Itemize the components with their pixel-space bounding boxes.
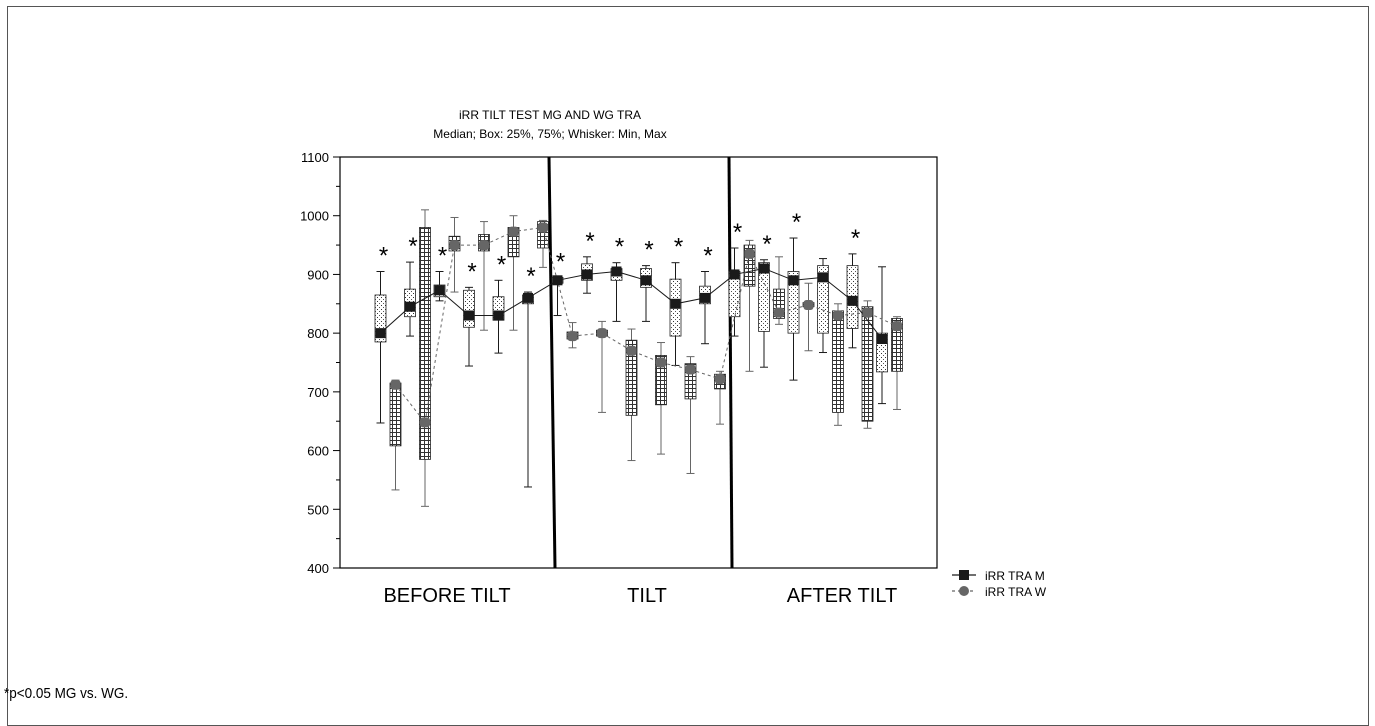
box-w-15 xyxy=(832,310,844,413)
median-marker-m-12 xyxy=(729,269,740,280)
y-axis: 400 500 600 700 800 900 1000 1100 xyxy=(300,150,340,576)
median-marker-w-15 xyxy=(833,310,843,321)
box-m-0 xyxy=(374,294,387,343)
box-w-10 xyxy=(684,363,697,400)
section-label-after-tilt: AFTER TILT xyxy=(787,585,897,607)
significance-star-4: * xyxy=(497,251,506,278)
footnote: *p<0.05 MG vs. WG. xyxy=(4,685,129,702)
box-w-9 xyxy=(655,355,667,406)
divider-before-tilt xyxy=(547,156,557,569)
median-marker-w-12 xyxy=(744,248,755,259)
median-marker-m-14 xyxy=(788,275,799,286)
box-m-3 xyxy=(463,289,475,328)
y-tick-label-1000: 1000 xyxy=(300,209,329,224)
median-marker-m-8 xyxy=(611,266,622,277)
median-marker-m-2 xyxy=(434,285,445,296)
significance-markers-layer: * * * * * * * * * * * * * * * * xyxy=(379,209,860,290)
box-w-5 xyxy=(537,221,549,249)
legend-label-w: iRR TRA W xyxy=(985,585,1047,599)
significance-star-8: * xyxy=(615,234,624,261)
median-marker-m-11 xyxy=(700,292,710,303)
y-tick-label-900: 900 xyxy=(307,267,329,282)
legend-label-m: iRR TRA M xyxy=(985,569,1045,583)
median-marker-w-17 xyxy=(892,321,902,332)
median-marker-m-1 xyxy=(405,301,415,312)
box-m-13 xyxy=(758,262,770,332)
median-marker-m-13 xyxy=(759,263,769,274)
significance-star-12: * xyxy=(733,219,742,246)
median-marker-m-4 xyxy=(493,310,504,321)
y-tick-label-1100: 1100 xyxy=(301,150,329,165)
median-marker-m-0 xyxy=(375,328,386,339)
median-marker-w-5 xyxy=(538,222,548,233)
box-w-0 xyxy=(389,382,402,447)
median-marker-w-16 xyxy=(862,307,873,318)
y-tick-label-600: 600 xyxy=(307,444,329,459)
median-marker-w-0 xyxy=(390,379,401,390)
legend-marker-w xyxy=(959,586,969,596)
box-m-17 xyxy=(876,332,888,373)
significance-star-1: * xyxy=(408,233,417,260)
median-marker-m-17 xyxy=(877,334,887,345)
median-marker-m-6 xyxy=(552,275,563,286)
median-marker-m-16 xyxy=(847,295,858,306)
median-marker-m-15 xyxy=(818,272,828,283)
median-marker-w-9 xyxy=(656,357,666,368)
box-w-8 xyxy=(625,339,638,416)
median-marker-w-8 xyxy=(626,345,637,356)
divider-after-tilt xyxy=(727,156,734,569)
y-tick-label-700: 700 xyxy=(307,385,329,400)
significance-star-6: * xyxy=(556,248,565,275)
median-marker-w-1 xyxy=(420,417,430,428)
y-tick-label-500: 500 xyxy=(307,502,329,517)
chart-title: iRR TILT TEST MG AND WG TRA xyxy=(459,108,641,122)
section-label-tilt: TILT xyxy=(627,585,667,607)
significance-star-2: * xyxy=(438,242,447,269)
median-marker-m-9 xyxy=(641,275,651,286)
box-w-1 xyxy=(419,227,431,460)
significance-star-3: * xyxy=(467,258,476,285)
significance-star-0: * xyxy=(379,242,388,269)
median-marker-w-7 xyxy=(597,328,607,339)
median-marker-w-4 xyxy=(508,226,519,237)
significance-star-7: * xyxy=(585,228,594,255)
section-dividers xyxy=(547,156,734,569)
significance-star-5: * xyxy=(526,263,535,290)
box-w-12 xyxy=(743,244,756,287)
significance-star-11: * xyxy=(703,242,712,269)
box-series-layer xyxy=(374,209,903,507)
median-marker-m-10 xyxy=(670,298,681,309)
legend-marker-m xyxy=(959,570,969,580)
significance-star-13: * xyxy=(762,231,771,258)
median-markers-layer xyxy=(375,222,902,428)
significance-star-16: * xyxy=(851,225,860,252)
box-w-13 xyxy=(773,288,785,319)
box-m-15 xyxy=(817,265,829,334)
box-w-17 xyxy=(891,318,903,372)
median-marker-w-11 xyxy=(715,373,725,384)
legend: iRR TRA M iRR TRA W xyxy=(952,569,1047,599)
y-tick-label-400: 400 xyxy=(307,561,329,576)
significance-star-10: * xyxy=(674,234,683,261)
median-marker-m-3 xyxy=(464,310,474,321)
median-marker-w-13 xyxy=(774,307,784,318)
section-label-before-tilt: BEFORE TILT xyxy=(383,585,510,607)
chart-subtitle: Median; Box: 25%, 75%; Whisker: Min, Max xyxy=(433,127,666,141)
significance-star-9: * xyxy=(644,237,653,264)
y-tick-label-800: 800 xyxy=(307,326,329,341)
median-marker-m-7 xyxy=(582,269,592,280)
box-m-14 xyxy=(787,271,800,334)
median-marker-w-2 xyxy=(449,240,460,251)
box-w-16 xyxy=(861,306,874,422)
median-marker-w-14 xyxy=(803,299,814,310)
median-marker-w-6 xyxy=(567,331,578,342)
median-marker-m-5 xyxy=(523,292,533,303)
median-marker-w-3 xyxy=(479,240,489,251)
median-marker-w-10 xyxy=(685,364,696,375)
significance-star-14: * xyxy=(792,209,801,236)
